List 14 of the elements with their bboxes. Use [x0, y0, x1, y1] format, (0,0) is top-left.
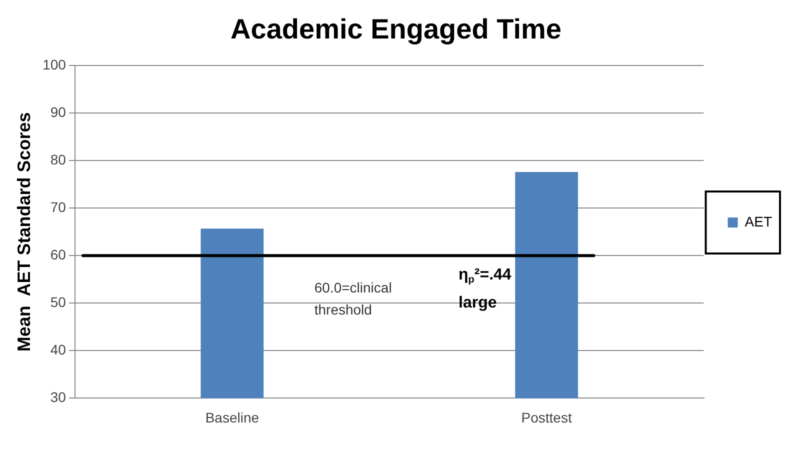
y-tick-label: 70	[50, 199, 66, 215]
y-tick-label: 60	[50, 246, 66, 263]
chart-title: Academic Engaged Time	[230, 14, 562, 45]
legend-label: AET	[744, 213, 772, 230]
ref-line-label: 60.0=clinical threshold	[314, 280, 392, 318]
y-tick-label: 80	[50, 151, 66, 168]
y-axis-title: Mean AET Standard Scores	[14, 112, 34, 352]
y-tick-label: 50	[50, 294, 66, 310]
y-tick-label: 30	[50, 389, 66, 406]
y-tick-label: 90	[50, 104, 66, 120]
y-tick-label: 40	[50, 342, 66, 358]
x-tick-label: Baseline	[205, 409, 260, 426]
x-tick-label: Posttest	[521, 409, 572, 426]
y-tick-label: 100	[42, 56, 66, 72]
